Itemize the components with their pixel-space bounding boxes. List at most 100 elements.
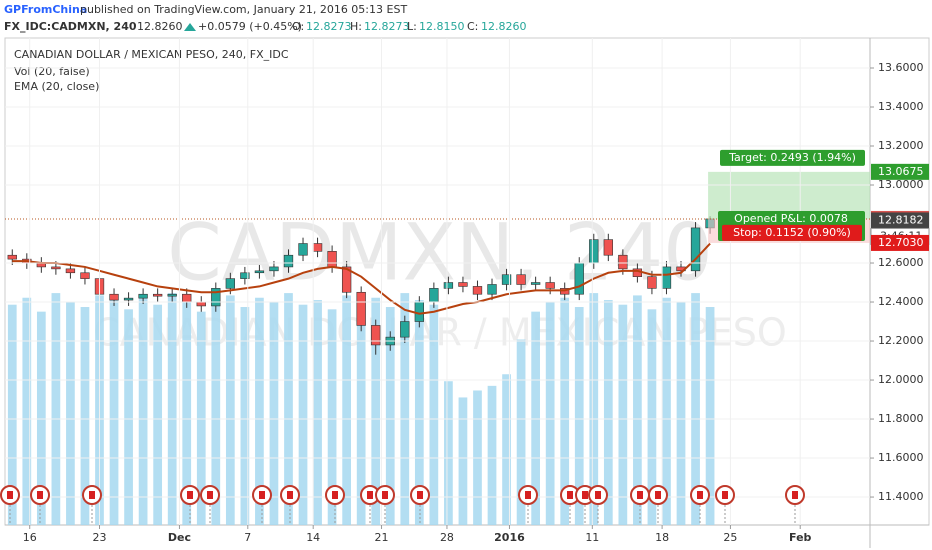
- event-flag-maple: [417, 491, 423, 499]
- candle-body: [472, 286, 483, 295]
- c-label: C:: [467, 20, 478, 33]
- bid-price-tag: [871, 212, 929, 229]
- candle-body: [501, 274, 512, 285]
- volume-bar: [545, 302, 555, 525]
- candle-body: [283, 254, 294, 268]
- change: +0.0579 (+0.45%): [198, 20, 302, 33]
- volume-bar: [51, 293, 61, 525]
- ema-line: [12, 242, 711, 315]
- chart-title: CANADIAN DOLLAR / MEXICAN PESO, 240, FX_…: [14, 48, 289, 61]
- volume-bar: [414, 300, 424, 525]
- volume-bar: [153, 304, 163, 525]
- c-value: 12.8260: [481, 20, 527, 33]
- volume-bar: [356, 302, 366, 525]
- x-tick-label: 7: [244, 531, 251, 544]
- event-flag-maple: [7, 491, 13, 499]
- volume-bar: [662, 297, 671, 525]
- candle-body: [269, 266, 279, 272]
- volume-bar: [36, 311, 46, 525]
- y-tick-label: 12.6000: [878, 256, 924, 269]
- volume-bar: [574, 307, 584, 525]
- y-tick-label: 11.8000: [878, 412, 924, 425]
- candle-body: [690, 227, 701, 272]
- volume-bar: [80, 307, 90, 525]
- x-tick-label: 2016: [494, 531, 525, 544]
- volume-bar: [444, 381, 453, 525]
- volume-bar: [400, 293, 410, 525]
- x-tick-label: 21: [375, 531, 389, 544]
- candle-body: [574, 262, 584, 295]
- y-tick-label: 11.4000: [878, 490, 924, 503]
- y-tick-label: 12.4000: [878, 295, 924, 308]
- watermark-symbol: CADMXN, 240: [167, 208, 712, 298]
- volume-bar: [429, 304, 439, 525]
- volume-bar: [458, 397, 468, 525]
- volume-bar: [225, 295, 235, 525]
- x-tick-label: 16: [23, 531, 37, 544]
- o-label: O:: [292, 20, 304, 33]
- x-tick-label: Dec: [168, 531, 191, 544]
- candle-body: [618, 254, 628, 270]
- volume-bar: [502, 374, 511, 525]
- volume-bar: [705, 307, 715, 525]
- candle-body: [312, 243, 323, 252]
- candle-body: [51, 266, 61, 270]
- y-tick-label: 13.6000: [878, 61, 924, 74]
- candle-body: [138, 293, 148, 299]
- volume-bar: [124, 309, 133, 525]
- candle-body: [254, 270, 265, 274]
- candle-body: [109, 293, 119, 301]
- event-flag-maple: [722, 491, 728, 499]
- candle-body: [196, 301, 206, 307]
- candle-body: [458, 282, 468, 287]
- volume-bar: [371, 297, 381, 525]
- watermark-name: CANADIAN DOLLAR / MEXICAN PESO: [93, 311, 787, 355]
- target-text: Target: 0.2493 (1.94%): [728, 151, 856, 164]
- candle-body: [7, 254, 17, 260]
- pnl-text: Opened P&L: 0.0078: [734, 212, 848, 225]
- candle-body: [371, 325, 381, 346]
- o-value: 12.8273: [306, 20, 352, 33]
- volume-bar: [66, 302, 75, 525]
- volume-bar: [676, 302, 686, 525]
- event-flag-maple: [582, 491, 588, 499]
- x-tick-label: 11: [585, 531, 599, 544]
- x-tick-label: 23: [92, 531, 106, 544]
- h-value: 12.8273: [364, 20, 410, 33]
- candle-body: [80, 272, 90, 279]
- candle-body: [225, 278, 235, 289]
- volume-bar: [138, 297, 148, 525]
- event-flag-maple: [207, 491, 213, 499]
- x-tick-label: Feb: [789, 531, 812, 544]
- volume-bar: [647, 309, 657, 525]
- candle-body: [240, 272, 250, 279]
- published: published on TradingView.com, January 21…: [80, 3, 407, 16]
- event-flag-maple: [525, 491, 531, 499]
- candle-body: [298, 243, 308, 256]
- event-flag-maple: [89, 491, 95, 499]
- candle-body: [65, 268, 76, 274]
- volume-bar: [327, 309, 337, 525]
- event-flag-maple: [287, 491, 293, 499]
- l-label: L:: [407, 20, 417, 33]
- volume-bar: [196, 311, 206, 525]
- candle-body: [530, 282, 541, 285]
- candle-body: [661, 266, 672, 289]
- candle-body: [647, 276, 657, 289]
- event-flag-maple: [367, 491, 373, 499]
- l-value: 12.8150: [419, 20, 465, 33]
- x-tick-label: 18: [655, 531, 669, 544]
- volume-bar: [342, 295, 351, 525]
- volume-bar: [7, 304, 17, 525]
- x-tick-label: 25: [723, 531, 737, 544]
- bid-price: 12.8182: [878, 213, 924, 226]
- event-flag-maple: [37, 491, 43, 499]
- y-tick-label: 13.4000: [878, 100, 924, 113]
- volume-bar: [182, 302, 192, 525]
- volume-bar: [487, 385, 497, 525]
- x-tick-label: 28: [440, 531, 454, 544]
- event-flag-maple: [637, 491, 643, 499]
- author[interactable]: GPFromChina: [4, 3, 87, 16]
- candle-body: [414, 301, 424, 322]
- y-tick-label: 12.2000: [878, 334, 924, 347]
